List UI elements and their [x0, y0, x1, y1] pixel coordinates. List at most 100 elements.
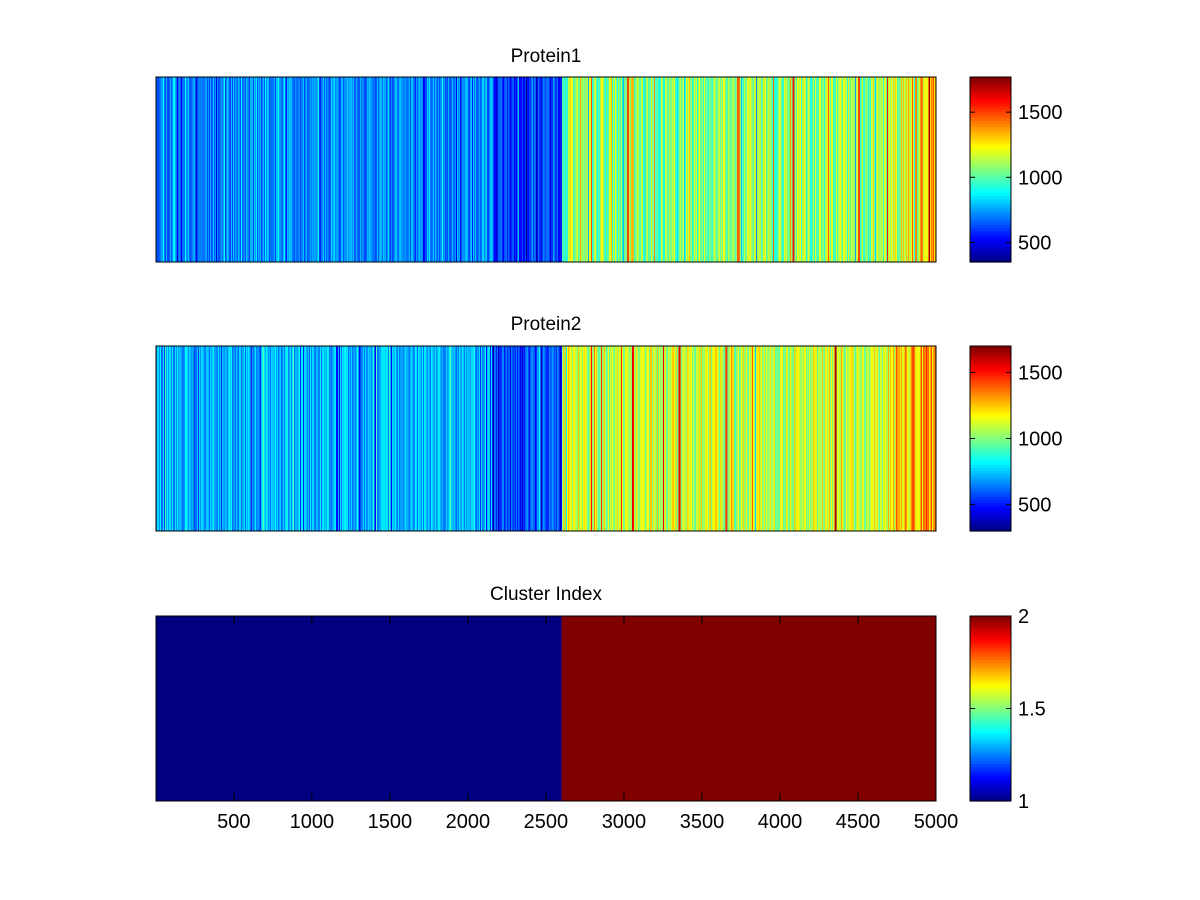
heatmap-stripe: [739, 346, 741, 531]
heatmap-stripe: [596, 346, 598, 531]
heatmap-stripe: [212, 77, 214, 262]
heatmap-stripe: [893, 77, 895, 262]
heatmap-stripe: [301, 346, 303, 531]
heatmap-stripe: [329, 346, 331, 531]
heatmap-stripe: [387, 77, 389, 262]
heatmap-stripe: [876, 346, 878, 531]
heatmap-stripe: [370, 346, 372, 531]
heatmap-stripe: [813, 77, 815, 262]
heatmap-stripe: [421, 77, 423, 262]
colorbar-step: [970, 452, 1011, 457]
heatmap-stripe: [310, 77, 312, 262]
heatmap-stripe: [233, 346, 235, 531]
colorbar-step: [970, 218, 1011, 223]
heatmap-stripe: [171, 77, 173, 262]
heatmap-stripe: [443, 77, 445, 262]
heatmap-stripe: [310, 346, 312, 531]
heatmap-stripe: [600, 346, 602, 531]
heatmap-stripe: [796, 77, 798, 262]
heatmap-stripe: [342, 346, 344, 531]
heatmap-stripe: [742, 77, 744, 262]
heatmap-stripe: [464, 346, 466, 531]
heatmap-stripe: [764, 346, 766, 531]
heatmap-stripe: [360, 77, 362, 262]
colorbar-step: [970, 720, 1011, 724]
heatmap-stripe: [925, 346, 927, 531]
heatmap-stripe: [205, 77, 207, 262]
heatmap-stripe: [203, 77, 205, 262]
heatmap-stripe: [837, 346, 839, 531]
heatmap-stripe: [496, 346, 498, 531]
heatmap-stripe: [571, 77, 573, 262]
heatmap-stripe: [729, 346, 731, 531]
colorbar-step: [970, 464, 1011, 469]
heatmap-stripe: [694, 77, 696, 262]
heatmap-stripe: [918, 346, 920, 531]
heatmap-stripe: [709, 77, 711, 262]
heatmap-stripe: [436, 346, 438, 531]
heatmap-stripe: [300, 346, 302, 531]
heatmap-stripe: [437, 77, 439, 262]
heatmap-stripe: [417, 77, 419, 262]
highlight-stripe: [737, 77, 740, 262]
heatmap-stripe: [906, 77, 908, 262]
colorbar-tick-label: 1500: [1018, 102, 1063, 124]
colorbar-step: [970, 398, 1011, 402]
heatmap-stripe: [448, 346, 450, 531]
heatmap-stripe: [480, 346, 482, 531]
heatmap-stripe: [562, 346, 564, 531]
heatmap-stripe: [774, 346, 776, 531]
colorbar-step: [970, 519, 1011, 523]
heatmap-stripe: [251, 346, 253, 531]
heatmap-stripe: [444, 77, 446, 262]
heatmap-stripe: [845, 346, 847, 531]
colorbar-step: [970, 354, 1011, 359]
heatmap-stripe: [817, 77, 819, 262]
heatmap-stripe: [668, 346, 670, 531]
heatmap-stripe: [572, 346, 574, 531]
heatmap-stripe: [822, 346, 824, 531]
heatmap-stripe: [327, 346, 329, 531]
heatmap-stripe: [172, 346, 174, 531]
heatmap-stripe: [173, 77, 175, 262]
heatmap-stripe: [573, 77, 575, 262]
heatmap-stripe: [730, 77, 732, 262]
heatmap-stripe: [191, 77, 193, 262]
heatmap-stripe: [576, 77, 578, 262]
heatmap-stripe: [160, 77, 162, 262]
heatmap-stripe: [810, 346, 812, 531]
heatmap-stripe: [164, 77, 166, 262]
heatmap-stripe: [746, 346, 748, 531]
heatmap-stripe: [185, 346, 187, 531]
heatmap-stripe: [459, 77, 461, 262]
heatmap-stripe: [556, 346, 558, 531]
heatmap-stripe: [194, 77, 196, 262]
heatmap-stripe: [742, 346, 744, 531]
heatmap-stripe: [161, 77, 163, 262]
heatmap-stripe: [737, 77, 739, 262]
heatmap-stripe: [723, 346, 725, 531]
heatmap-stripe: [924, 77, 926, 262]
colorbar-step: [970, 754, 1011, 759]
heatmap-stripe: [235, 77, 237, 262]
heatmap-stripe: [373, 346, 375, 531]
heatmap-stripe: [779, 77, 781, 262]
heatmap-stripe: [501, 77, 503, 262]
heatmap-stripe: [851, 77, 853, 262]
heatmap-stripe: [684, 77, 686, 262]
heatmap-stripe: [880, 77, 882, 262]
heatmap-stripe: [431, 77, 433, 262]
heatmap-stripe: [185, 77, 187, 262]
heatmap-stripe: [215, 77, 217, 262]
heatmap-stripe: [388, 346, 390, 531]
colorbar-step: [970, 181, 1011, 185]
heatmap-stripe: [545, 77, 547, 262]
colorbar-step: [970, 484, 1011, 489]
colorbar-step: [970, 450, 1011, 454]
heatmap-stripe: [291, 77, 293, 262]
heatmap-stripe: [652, 77, 654, 262]
heatmap-stripe: [192, 77, 194, 262]
